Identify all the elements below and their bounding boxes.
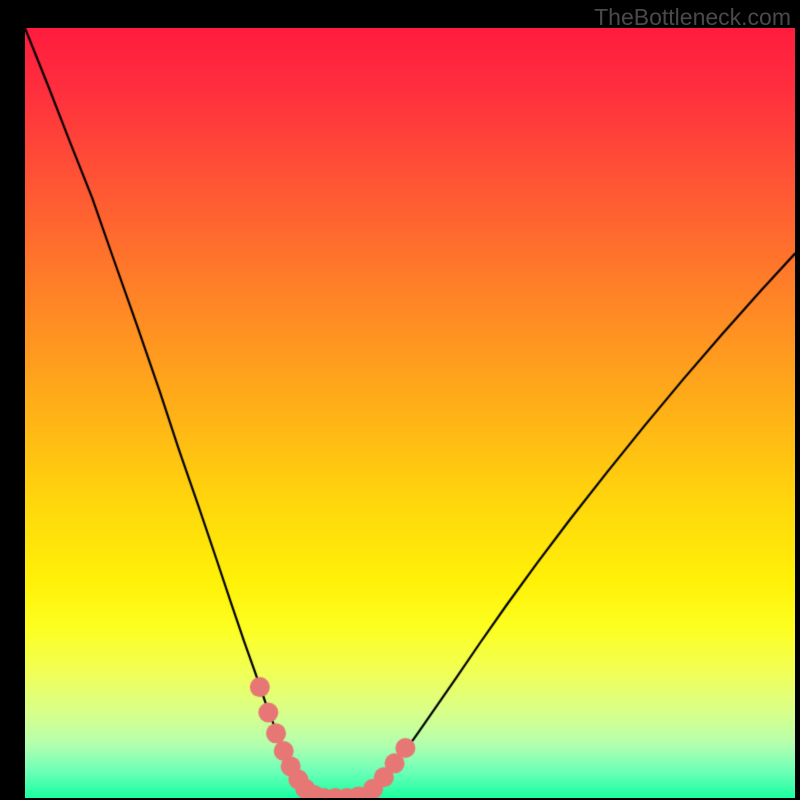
plot-canvas (25, 28, 795, 798)
plot-area (25, 28, 795, 798)
watermark-text: TheBottleneck.com (594, 4, 791, 31)
chart-stage: TheBottleneck.com (0, 0, 800, 800)
